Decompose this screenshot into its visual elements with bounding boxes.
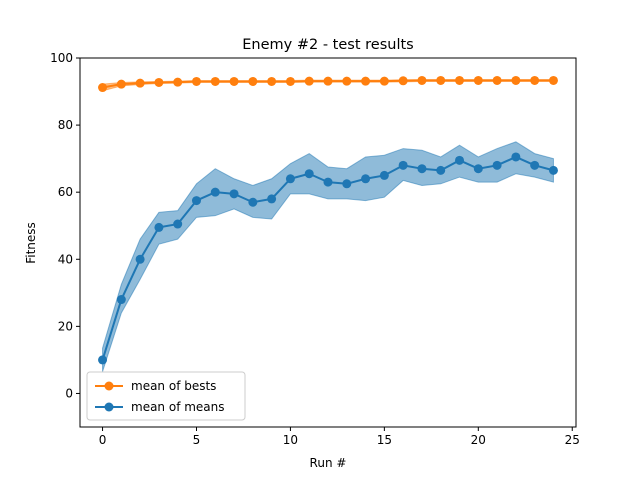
data-point: [173, 219, 183, 229]
data-point: [530, 75, 540, 85]
y-tick-label: 100: [50, 51, 73, 65]
x-tick-label: 5: [193, 433, 201, 447]
data-point: [191, 76, 201, 86]
legend-box: [86, 371, 246, 421]
y-tick-label: 80: [58, 118, 73, 132]
data-point: [248, 76, 258, 86]
data-point: [116, 295, 126, 305]
data-point: [98, 83, 108, 93]
legend-label: mean of means: [131, 400, 225, 414]
x-tick-label: 15: [377, 433, 392, 447]
data-point: [530, 160, 540, 170]
data-point: [285, 76, 295, 86]
data-point: [361, 174, 371, 184]
x-tick-label: 10: [283, 433, 298, 447]
data-point: [417, 75, 427, 85]
data-point: [267, 194, 277, 204]
x-tick-label: 0: [99, 433, 107, 447]
data-point: [342, 179, 352, 189]
data-point: [436, 75, 446, 85]
data-point: [135, 254, 145, 264]
data-point: [154, 222, 164, 232]
x-tick-label: 20: [471, 433, 486, 447]
data-point: [379, 170, 389, 180]
data-point: [285, 174, 295, 184]
data-point: [210, 187, 220, 197]
y-axis-label: Fitness: [24, 222, 38, 264]
data-point: [492, 75, 502, 85]
data-point: [548, 75, 558, 85]
legend: mean of bests mean of means: [86, 371, 246, 421]
data-point: [323, 76, 333, 86]
data-point: [173, 77, 183, 87]
data-point: [154, 77, 164, 87]
data-point: [492, 160, 502, 170]
data-point: [511, 75, 521, 85]
axes: 0 5 10 15 20 25 0 20 40 60 80 100: [50, 51, 580, 447]
data-point: [135, 78, 145, 88]
series-markers: [98, 75, 558, 365]
data-point: [248, 197, 258, 207]
data-point: [361, 76, 371, 86]
data-point: [267, 76, 277, 86]
y-tick-label: 0: [65, 386, 73, 400]
data-point: [417, 164, 427, 174]
data-point: [436, 165, 446, 175]
legend-marker: [104, 402, 114, 412]
x-axis-label: Run #: [310, 456, 347, 470]
data-point: [379, 76, 389, 86]
data-point: [455, 75, 465, 85]
data-point: [473, 75, 483, 85]
data-point: [342, 76, 352, 86]
legend-marker: [104, 381, 114, 391]
data-point: [191, 196, 201, 206]
y-tick-label: 40: [58, 252, 73, 266]
data-point: [511, 152, 521, 162]
data-point: [548, 165, 558, 175]
data-point: [323, 177, 333, 187]
legend-label: mean of bests: [131, 379, 216, 393]
band-1: [102, 141, 554, 372]
plot-frame: [79, 57, 577, 428]
y-tick-label: 20: [58, 319, 73, 333]
data-point: [98, 355, 108, 365]
data-point: [229, 76, 239, 86]
x-tick-label: 25: [565, 433, 580, 447]
data-point: [229, 189, 239, 199]
data-point: [116, 79, 126, 89]
data-point: [304, 169, 314, 179]
data-point: [210, 76, 220, 86]
data-point: [398, 160, 408, 170]
chart-title: Enemy #2 - test results: [242, 37, 413, 53]
data-point: [398, 76, 408, 86]
data-point: [473, 164, 483, 174]
data-point: [455, 155, 465, 165]
y-tick-label: 60: [58, 185, 73, 199]
data-point: [304, 76, 314, 86]
